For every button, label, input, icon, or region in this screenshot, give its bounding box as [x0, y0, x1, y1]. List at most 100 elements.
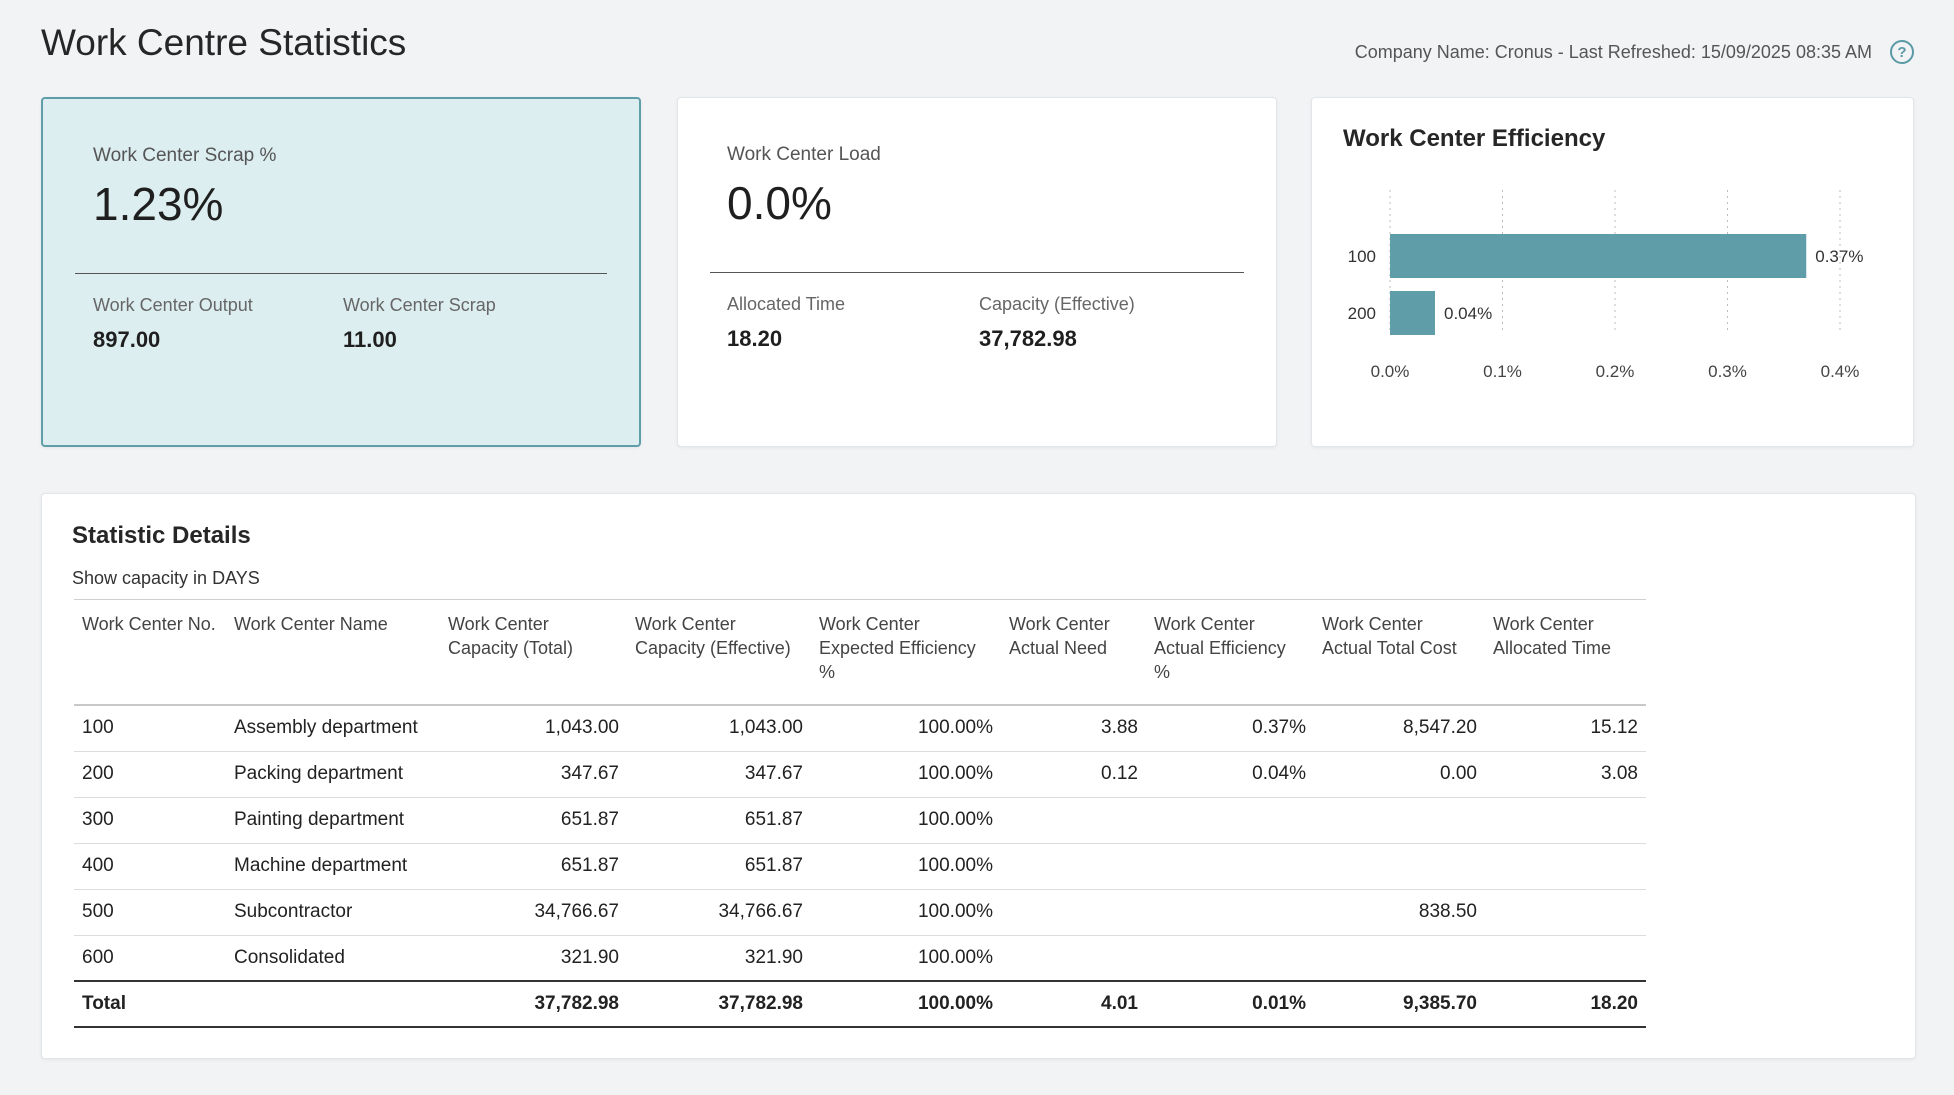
- category-label: 200: [1348, 304, 1376, 323]
- table-cell: 8,547.20: [1314, 705, 1485, 752]
- column-header-text: Work Center: [635, 614, 736, 634]
- column-header-text: Work Center: [1322, 614, 1423, 634]
- table-row[interactable]: 300 Painting department 651.87 651.87 100.00…: [74, 797, 1646, 844]
- x-tick-label: 0.2%: [1596, 362, 1635, 381]
- kpi-sub-label: Work Center Scrap: [343, 295, 496, 315]
- table-cell: 100.00%: [811, 889, 1001, 936]
- statistics-table: Work Center No. Work Center Name Work Cent…: [74, 599, 1646, 1028]
- kpi-sub-label: Allocated Time: [727, 294, 846, 314]
- column-header-text: Work Center: [1493, 614, 1594, 634]
- table-cell: 4.01: [1001, 980, 1146, 1028]
- table-cell: 347.67: [627, 751, 811, 798]
- table-cell: 651.87: [440, 843, 627, 890]
- column-header-text: Actual Need: [1009, 638, 1108, 658]
- table-cell: [1485, 843, 1646, 890]
- efficiency-chart: 0.0% 0.1% 0.2% 0.3% 0.4% 100 0.37% 200 0.04%: [1348, 190, 1863, 381]
- column-header[interactable]: Work Center Capacity (Total): [440, 599, 627, 706]
- table-cell: 651.87: [627, 797, 811, 844]
- table-cell: 0.00: [1314, 751, 1485, 798]
- table-row[interactable]: 500 Subcontractor 34,766.67 34,766.67 100.00…: [74, 889, 1646, 936]
- table-cell: 9,385.70: [1314, 980, 1485, 1028]
- table-cell: 1,043.00: [440, 705, 627, 752]
- table-cell: [1146, 797, 1314, 844]
- x-tick-label: 0.4%: [1821, 362, 1860, 381]
- kpi-scrap-label: Work Center Scrap %: [93, 145, 277, 166]
- statistic-details-card: Statistic Details Show capacity in DAYS …: [41, 493, 1916, 1059]
- kpi-load-value: 0.0%: [727, 177, 832, 229]
- column-header-text: Allocated Time: [1493, 638, 1612, 658]
- x-tick-label: 0.0%: [1371, 362, 1410, 381]
- column-header[interactable]: Work Center Allocated Time: [1485, 599, 1646, 706]
- table-cell: 600: [74, 935, 226, 982]
- data-label: 0.37%: [1815, 247, 1863, 266]
- column-header-text: Expected Efficiency %: [819, 638, 976, 682]
- kpi-card-load[interactable]: Work Center Load 0.0% Allocated Time 18.…: [677, 97, 1277, 447]
- table-cell: 0.01%: [1146, 980, 1314, 1028]
- category-label: 100: [1348, 247, 1376, 266]
- column-header[interactable]: Work Center Actual Total Cost: [1314, 599, 1485, 706]
- kpi-sub-label: Work Center Output: [93, 295, 253, 315]
- table-cell: Consolidated: [226, 935, 440, 982]
- kpi-sub-label: Capacity (Effective): [979, 294, 1135, 314]
- table-cell: 838.50: [1314, 889, 1485, 936]
- header-info-bar: Company Name: Cronus - Last Refreshed: 1…: [1355, 40, 1914, 64]
- kpi-scrap-value: 1.23%: [93, 178, 224, 230]
- table-cell: [1485, 935, 1646, 982]
- column-header-text: Work Center: [819, 614, 920, 634]
- table-cell: 34,766.67: [440, 889, 627, 936]
- table-cell: Total: [74, 980, 226, 1028]
- table-total-row: Total 37,782.98 37,782.98 100.00% 4.01 0.01% 9…: [74, 980, 1646, 1028]
- help-icon[interactable]: ?: [1890, 40, 1914, 64]
- capacity-note: Show capacity in DAYS: [72, 568, 260, 588]
- column-header[interactable]: Work Center Actual Efficiency %: [1146, 599, 1314, 706]
- table-cell: [226, 980, 440, 1028]
- table-cell: Painting department: [226, 797, 440, 844]
- table-cell: [1001, 935, 1146, 982]
- table-row[interactable]: 400 Machine department 651.87 651.87 100.00%: [74, 843, 1646, 890]
- table-cell: 300: [74, 797, 226, 844]
- table-cell: 0.04%: [1146, 751, 1314, 798]
- table-cell: [1146, 935, 1314, 982]
- table-cell: 100.00%: [811, 843, 1001, 890]
- table-header-row: Work Center No. Work Center Name Work Cent…: [74, 599, 1646, 706]
- column-header[interactable]: Work Center Expected Efficiency %: [811, 599, 1001, 706]
- column-header-text: Actual Efficiency %: [1154, 638, 1286, 682]
- table-cell: Machine department: [226, 843, 440, 890]
- column-header[interactable]: Work Center Name: [226, 599, 440, 706]
- table-row[interactable]: 600 Consolidated 321.90 321.90 100.00%: [74, 935, 1646, 982]
- kpi-card-scrap[interactable]: Work Center Scrap % 1.23% Work Center Ou…: [41, 97, 641, 447]
- table-cell: 37,782.98: [440, 980, 627, 1028]
- table-cell: 100.00%: [811, 935, 1001, 982]
- column-header-text: Work Center Name: [234, 614, 388, 634]
- column-header-text: Work Center No.: [82, 614, 216, 634]
- table-cell: 500: [74, 889, 226, 936]
- table-cell: [1314, 843, 1485, 890]
- table-cell: 347.67: [440, 751, 627, 798]
- table-cell: 321.90: [440, 935, 627, 982]
- table-cell: 100.00%: [811, 980, 1001, 1028]
- kpi-sub-value: 11.00: [343, 327, 397, 352]
- table-cell: Subcontractor: [226, 889, 440, 936]
- table-cell: 400: [74, 843, 226, 890]
- table-cell: 3.88: [1001, 705, 1146, 752]
- table-cell: Packing department: [226, 751, 440, 798]
- column-header[interactable]: Work Center No.: [74, 599, 226, 706]
- table-row[interactable]: 100 Assembly department 1,043.00 1,043.00 10…: [74, 705, 1646, 752]
- table-cell: 100.00%: [811, 797, 1001, 844]
- table-cell: Assembly department: [226, 705, 440, 752]
- column-header-text: Work Center: [1009, 614, 1110, 634]
- column-header-text: Capacity (Effective): [635, 638, 791, 658]
- table-cell: 15.12: [1485, 705, 1646, 752]
- table-cell: 100: [74, 705, 226, 752]
- column-header[interactable]: Work Center Capacity (Effective): [627, 599, 811, 706]
- table-cell: 651.87: [440, 797, 627, 844]
- table-row[interactable]: 200 Packing department 347.67 347.67 100.00%…: [74, 751, 1646, 798]
- table-cell: 1,043.00: [627, 705, 811, 752]
- kpi-scrap-scrap: Work Center Scrap 11.00: [343, 295, 496, 353]
- table-cell: [1001, 797, 1146, 844]
- column-header[interactable]: Work Center Actual Need: [1001, 599, 1146, 706]
- details-title: Statistic Details: [72, 522, 251, 549]
- table-cell: 100.00%: [811, 751, 1001, 798]
- column-header-text: Work Center: [1154, 614, 1255, 634]
- table-cell: 321.90: [627, 935, 811, 982]
